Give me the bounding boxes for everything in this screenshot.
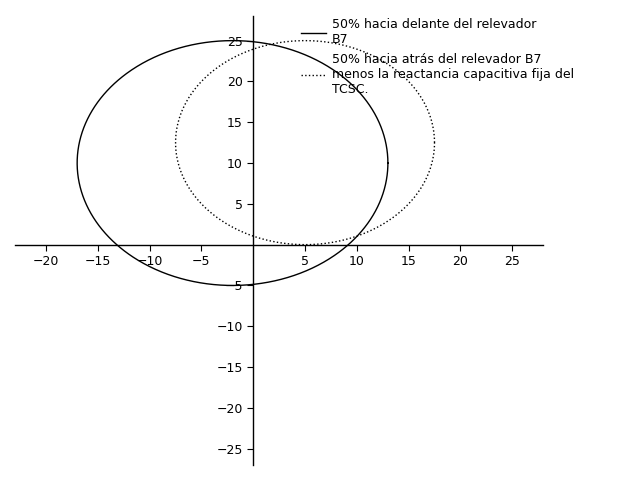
Legend: 50% hacia delante del relevador
B7, 50% hacia atrás del relevador B7
menos la re: 50% hacia delante del relevador B7, 50% … xyxy=(296,13,579,101)
